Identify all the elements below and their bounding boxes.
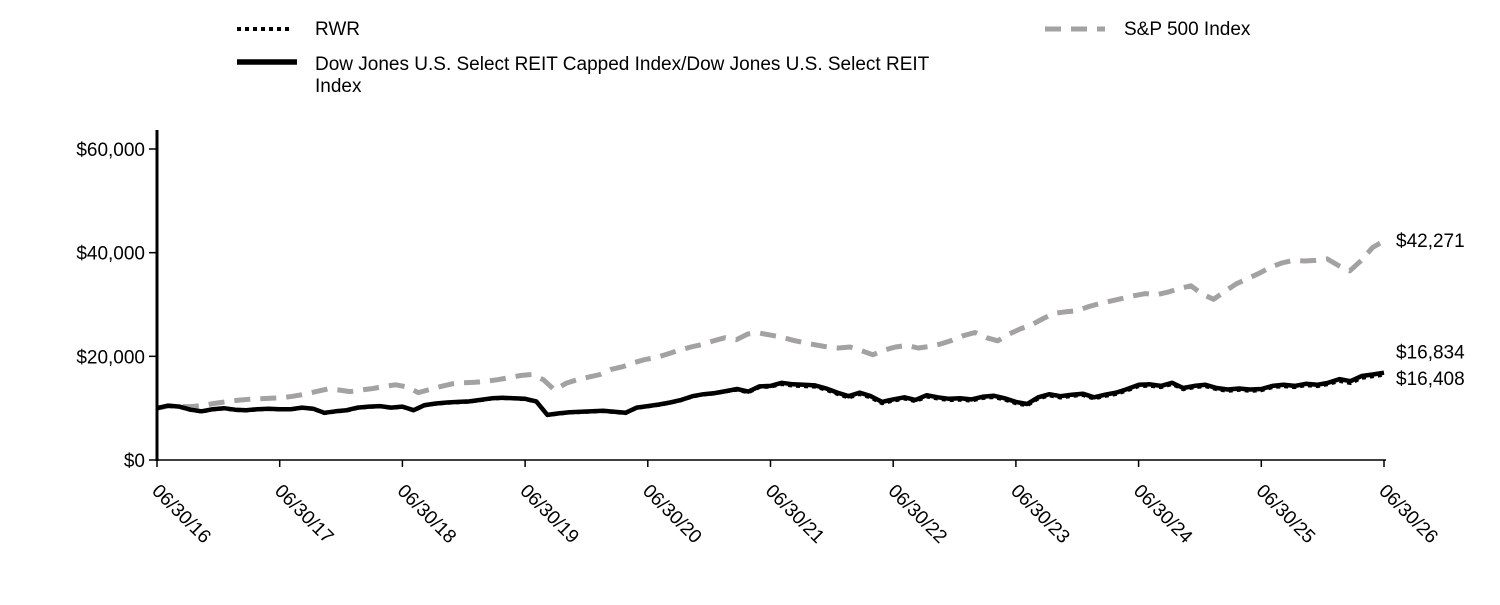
series-lines — [156, 238, 1386, 418]
x-tick-label: 06/30/19 — [516, 481, 583, 548]
y-axis-ticks: $0 $20,000 $40,000 $60,000 — [76, 140, 157, 472]
x-tick-label: 06/30/21 — [761, 481, 828, 548]
series-line-solid — [156, 370, 1385, 418]
y-tick-label: $0 — [124, 451, 145, 472]
x-tick-label: 06/30/24 — [1129, 481, 1196, 548]
legend-label-reit-index: Dow Jones U.S. Select REIT Capped Index/… — [315, 54, 934, 97]
legend: RWR Dow Jones U.S. Select REIT Capped In… — [237, 19, 1251, 97]
legend-label-rwr: RWR — [315, 19, 360, 40]
legend-item-reit-index: Dow Jones U.S. Select REIT Capped Index/… — [237, 54, 934, 97]
x-tick-label: 06/30/22 — [884, 481, 951, 548]
legend-label-reit-index-line2: Index — [315, 76, 362, 97]
end-value-label: $16,408 — [1396, 369, 1465, 390]
x-tick-label: 06/30/23 — [1006, 481, 1073, 548]
legend-item-sp500: S&P 500 Index — [1045, 19, 1251, 40]
y-tick-label: $20,000 — [76, 347, 145, 368]
end-value-labels: $16,408 $16,834 $42,271 — [1396, 231, 1465, 390]
x-tick-label: 06/30/25 — [1252, 481, 1319, 548]
legend-item-rwr: RWR — [237, 19, 360, 40]
x-tick-label: 06/30/17 — [270, 481, 337, 548]
legend-label-sp500: S&P 500 Index — [1124, 19, 1251, 40]
series-line-dashed — [156, 238, 1386, 411]
y-tick-label: $40,000 — [76, 244, 145, 265]
end-value-label: $42,271 — [1396, 231, 1465, 252]
x-tick-label: 06/30/16 — [147, 481, 214, 548]
y-tick-label: $60,000 — [76, 140, 145, 161]
x-axis-ticks: 06/30/16 06/30/17 06/30/18 06/30/19 06/30/20… — [147, 460, 1442, 548]
x-tick-label: 06/30/26 — [1374, 481, 1441, 548]
end-value-label: $16,834 — [1396, 343, 1465, 364]
x-tick-label: 06/30/18 — [393, 481, 460, 548]
x-tick-label: 06/30/20 — [638, 481, 705, 548]
legend-label-reit-index-line1: Dow Jones U.S. Select REIT Capped Index/… — [315, 54, 930, 75]
